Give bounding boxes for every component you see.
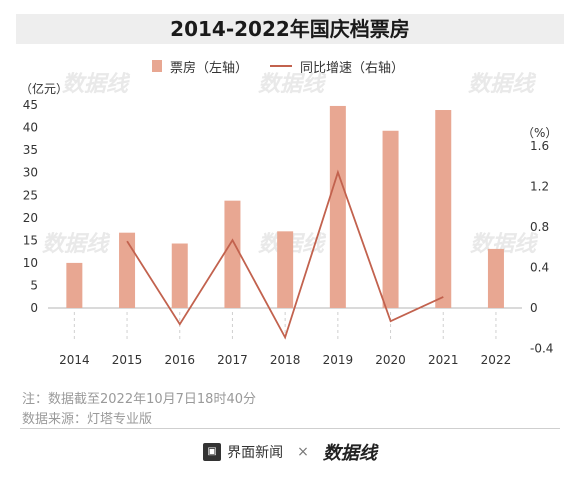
watermark: 数据线 bbox=[258, 72, 325, 97]
bar bbox=[277, 231, 294, 308]
legend-line-swatch bbox=[270, 65, 293, 67]
legend-bar-label: 票房（左轴） bbox=[170, 60, 249, 76]
bar bbox=[171, 243, 188, 308]
right-tick-label: 1.6 bbox=[530, 139, 549, 153]
footer: ▣ 界面新闻 × 数据线 bbox=[0, 440, 580, 464]
left-axis-unit: （亿元） bbox=[20, 82, 69, 96]
watermark: 数据线 bbox=[42, 232, 109, 257]
bar bbox=[119, 232, 136, 308]
partner-logo: 数据线 bbox=[322, 443, 377, 464]
x-tick-label: 2016 bbox=[164, 353, 195, 367]
x-tick-label: 2014 bbox=[59, 353, 90, 367]
right-tick-label: 0.4 bbox=[530, 261, 549, 275]
bar bbox=[224, 200, 241, 308]
right-tick-label: 0.8 bbox=[530, 220, 549, 234]
source-text: 数据来源：灯塔专业版 bbox=[22, 412, 153, 427]
legend: 票房（左轴） 同比增速（右轴） bbox=[152, 56, 426, 76]
x-tick-label: 2019 bbox=[323, 353, 354, 367]
bar bbox=[329, 105, 346, 309]
left-tick-label: 25 bbox=[23, 188, 38, 202]
left-tick-label: 30 bbox=[23, 166, 38, 180]
right-axis-unit: （%） bbox=[522, 126, 558, 140]
left-tick-label: 40 bbox=[23, 121, 38, 135]
right-tick-label: 1.2 bbox=[530, 180, 549, 194]
watermark: 数据线 bbox=[468, 72, 535, 97]
right-tick-label: -0.4 bbox=[530, 342, 553, 356]
left-tick-label: 20 bbox=[23, 211, 38, 225]
bar bbox=[382, 130, 399, 308]
left-tick-label: 45 bbox=[23, 98, 38, 112]
left-tick-label: 10 bbox=[23, 256, 38, 270]
legend-item-bar: 票房（左轴） bbox=[152, 57, 248, 76]
left-tick-label: 0 bbox=[30, 301, 38, 315]
x-tick-label: 2022 bbox=[481, 353, 512, 367]
chart-title: 2014-2022年国庆档票房 bbox=[170, 17, 410, 41]
bar bbox=[487, 248, 504, 308]
x-tick-label: 2020 bbox=[375, 353, 406, 367]
x-tick-label: 2021 bbox=[428, 353, 459, 367]
bar bbox=[435, 110, 452, 308]
brand-logo-icon: ▣ bbox=[203, 443, 222, 461]
divider bbox=[20, 428, 560, 429]
title-bar: 2014-2022年国庆档票房 bbox=[16, 14, 564, 44]
legend-bar-swatch bbox=[152, 60, 162, 72]
legend-line-label: 同比增速（右轴） bbox=[300, 60, 405, 76]
x-tick-label: 2015 bbox=[112, 353, 143, 367]
chart-plot: 0 5 10 15 20 25 30 35 40 45 -0.4 0 0.4 0.8 1.2 1.6 2014 2… bbox=[23, 98, 554, 367]
left-tick-label: 15 bbox=[23, 233, 38, 247]
right-tick-label: 0 bbox=[530, 301, 538, 315]
legend-item-line: 同比增速（右轴） bbox=[270, 57, 404, 76]
watermark: 数据线 bbox=[62, 72, 129, 97]
x-tick-label: 2017 bbox=[217, 353, 248, 367]
brand-name: 界面新闻 bbox=[227, 445, 284, 461]
bar bbox=[66, 262, 83, 308]
left-tick-label: 5 bbox=[30, 278, 38, 292]
x-tick-label: 2018 bbox=[270, 353, 301, 367]
left-tick-label: 35 bbox=[23, 143, 38, 157]
times-sign: × bbox=[297, 444, 309, 460]
note-text: 注：数据截至2022年10月7日18时40分 bbox=[22, 392, 256, 407]
